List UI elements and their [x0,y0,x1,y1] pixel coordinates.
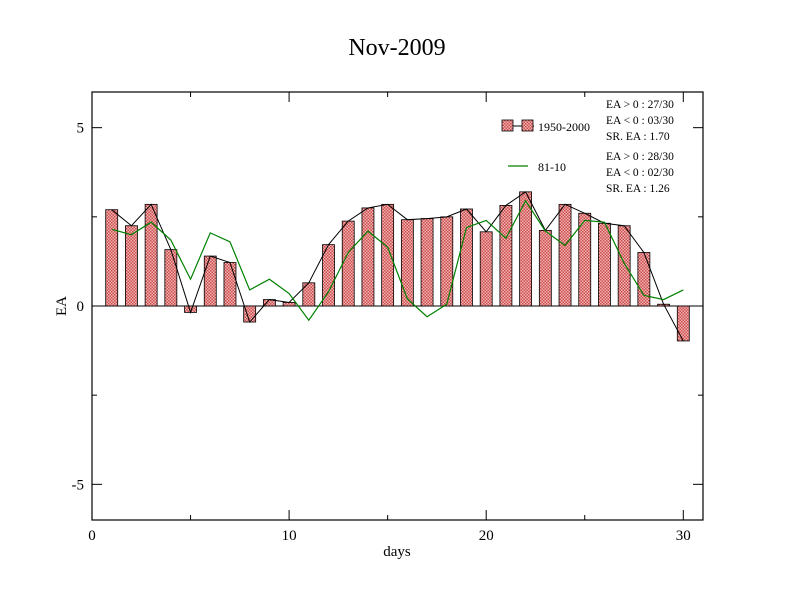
x-tick-label: 10 [282,528,297,544]
axis-ticks: 0 10 20 30 -5 0 5 [72,92,703,544]
bar-day-30 [676,305,690,342]
y-tick-label: 5 [77,121,85,137]
stats-text: EA > 0 : 28/30 [606,151,674,163]
bar-day-24 [558,203,572,307]
bar-day-17 [420,218,434,307]
x-tick-label: 0 [88,528,96,544]
chart-title: Nov-2009 [348,35,445,61]
stats-text: EA > 0 : 27/30 [606,99,674,111]
bar-day-4 [164,249,178,307]
bar-day-1 [105,209,119,307]
bar-day-10 [282,302,296,307]
bar-day-19 [460,208,473,307]
x-axis-label: days [383,544,411,560]
bar-day-25 [578,212,592,307]
legend-bar-swatch [521,119,534,132]
y-axis-label: EA [54,296,70,316]
stats-text: EA < 0 : 02/30 [606,167,674,179]
y-tick-label: -5 [72,477,85,493]
bar-day-20 [479,231,493,307]
bar-day-28 [637,252,651,307]
bar-day-14 [361,207,375,307]
legend-label-81-10: 81-10 [538,160,566,174]
bar-series-line [111,191,684,342]
bar-day-3 [144,203,158,307]
bar-day-7 [223,262,237,307]
x-tick-label: 20 [479,528,494,544]
bar-series [105,191,690,342]
stats-text: EA < 0 : 03/30 [606,115,674,127]
legend: 1950-2000 81-10 EA > 0 : 27/30 EA < 0 : 03/… [501,99,674,195]
bar-day-13 [341,220,355,307]
bar-day-18 [440,216,454,307]
x-tick-label: 30 [676,528,691,544]
bar-day-27 [617,225,631,307]
bar-day-2 [125,225,138,307]
stats-text: SR. EA : 1.26 [606,183,670,195]
bar-day-6 [203,255,217,307]
y-tick-label: 0 [77,299,85,315]
legend-bar-swatch [501,119,514,132]
bar-day-26 [598,222,611,307]
line-series-81-10 [111,199,684,322]
legend-label-1950-2000: 1950-2000 [538,120,590,134]
bar-day-21 [499,205,513,307]
bar-day-15 [381,203,395,307]
bar-day-16 [400,219,414,307]
stats-text: SR. EA : 1.70 [606,131,670,143]
bar-day-23 [538,229,552,307]
